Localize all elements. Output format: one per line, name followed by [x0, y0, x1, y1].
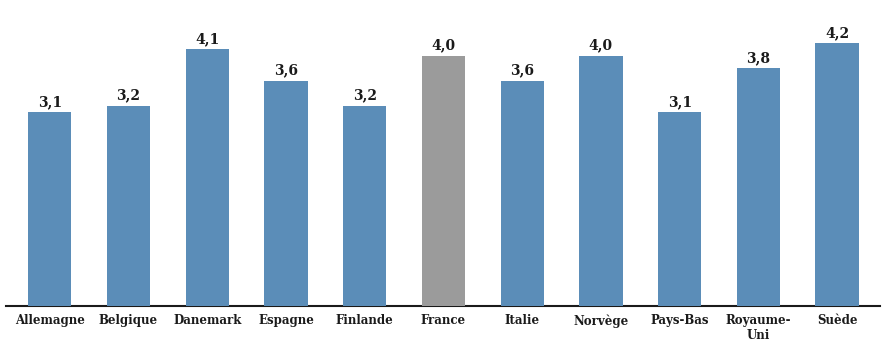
- Text: 4,1: 4,1: [195, 32, 220, 46]
- Text: 3,6: 3,6: [510, 64, 534, 78]
- Text: 4,2: 4,2: [825, 26, 849, 40]
- Bar: [579, 56, 623, 306]
- Text: 4,0: 4,0: [431, 39, 455, 53]
- Bar: [815, 43, 859, 306]
- Bar: [343, 106, 386, 306]
- Text: 3,2: 3,2: [117, 89, 141, 103]
- Bar: [658, 112, 702, 306]
- Bar: [107, 106, 150, 306]
- Bar: [264, 81, 307, 306]
- Text: 4,0: 4,0: [589, 39, 613, 53]
- Text: 3,6: 3,6: [274, 64, 298, 78]
- Bar: [737, 68, 780, 306]
- Text: 3,2: 3,2: [353, 89, 377, 103]
- Bar: [28, 112, 72, 306]
- Bar: [501, 81, 544, 306]
- Text: 3,1: 3,1: [668, 95, 692, 109]
- Bar: [185, 49, 229, 306]
- Bar: [422, 56, 465, 306]
- Text: 3,8: 3,8: [746, 51, 771, 65]
- Text: 3,1: 3,1: [38, 95, 62, 109]
